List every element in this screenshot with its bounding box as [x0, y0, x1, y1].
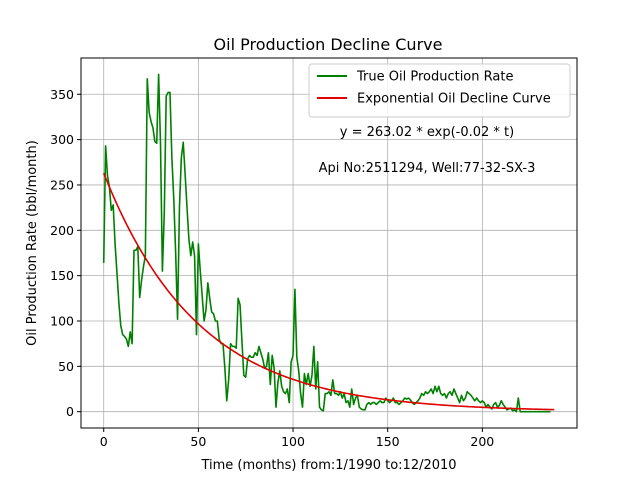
series-line-decline — [102, 172, 555, 411]
well-annotation: Api No:2511294, Well:77-32-SX-3 — [319, 161, 536, 176]
y-tick-label: 100 — [50, 313, 74, 328]
y-tick-label: 200 — [50, 223, 74, 238]
x-tick-label: 100 — [281, 434, 305, 449]
legend-label-decline: Exponential Oil Decline Curve — [357, 92, 551, 107]
x-tick-label: 200 — [470, 434, 494, 449]
y-tick-label: 300 — [50, 132, 74, 147]
axes-frame — [80, 57, 578, 429]
x-axis-label: Time (months) from:1/1990 to:12/2010 — [200, 458, 456, 473]
y-tick-label: 350 — [50, 87, 74, 102]
plot-area — [102, 73, 555, 413]
legend-label-true-rate: True Oil Production Rate — [356, 70, 513, 85]
legend: True Oil Production Rate Exponential Oil… — [308, 63, 571, 118]
series-line-true-rate — [102, 73, 551, 413]
y-tick-label: 250 — [50, 177, 74, 192]
y-tick-label: 0 — [66, 404, 74, 419]
equation-annotation: y = 263.02 * exp(-0.02 * t) — [340, 125, 514, 140]
y-tick-label: 50 — [58, 359, 74, 374]
x-tick-label: 50 — [190, 434, 206, 449]
chart-title: Oil Production Decline Curve — [214, 35, 443, 54]
grid — [81, 58, 577, 428]
x-tick-label: 150 — [376, 434, 400, 449]
y-tick-label: 150 — [50, 268, 74, 283]
y-axis-label: Oil Production Rate (bbl/month) — [25, 140, 40, 346]
legend-box — [308, 63, 571, 118]
y-axis: 0 50 100 150 200 250 300 350 — [50, 87, 81, 419]
x-tick-label: 0 — [100, 434, 108, 449]
x-axis: 0 50 100 150 200 — [100, 428, 494, 449]
